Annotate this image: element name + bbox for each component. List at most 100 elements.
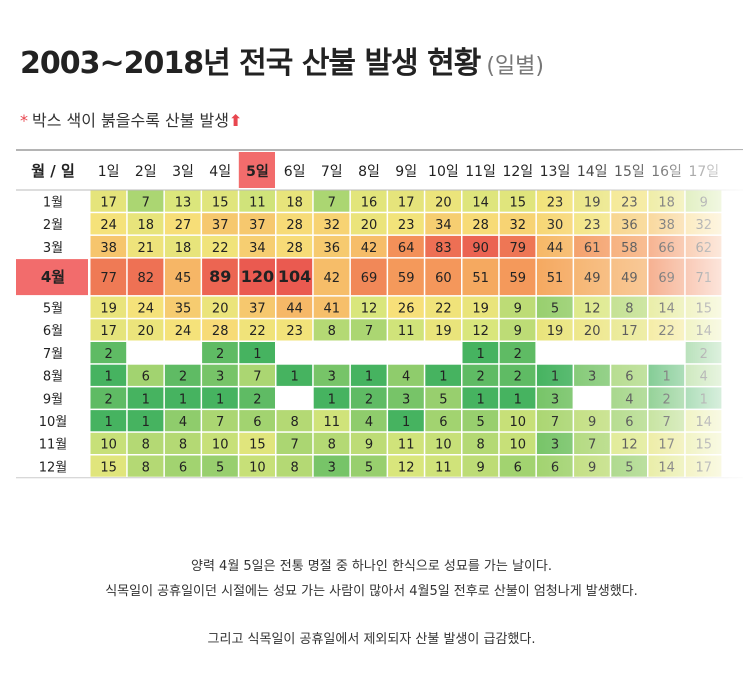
heat-cell bbox=[425, 235, 461, 258]
heat-cell bbox=[462, 258, 499, 296]
cell-value: 120 bbox=[241, 267, 274, 286]
heat-cell bbox=[462, 364, 499, 386]
cell-value: 2 bbox=[476, 370, 484, 385]
row-header-6: 6월 bbox=[43, 324, 63, 339]
cell-value: 22 bbox=[435, 301, 452, 316]
heat-cell bbox=[425, 342, 461, 364]
heat-cell bbox=[202, 190, 238, 212]
heat-cell bbox=[462, 235, 499, 258]
heat-cell bbox=[164, 455, 201, 477]
row-header-11: 11월 bbox=[39, 438, 68, 453]
cell-value: 12 bbox=[361, 301, 378, 316]
heat-cell bbox=[313, 364, 350, 386]
cell-value: 8 bbox=[476, 438, 484, 453]
column-header-9: 9일 bbox=[395, 164, 417, 180]
cell-value: 9 bbox=[365, 438, 373, 453]
cell-value: 41 bbox=[324, 301, 341, 316]
row-header-5: 5월 bbox=[43, 301, 63, 316]
heat-cell bbox=[239, 190, 275, 212]
cell-value: 1 bbox=[514, 392, 522, 407]
heat-cell bbox=[276, 296, 313, 318]
heat-cell bbox=[127, 432, 164, 454]
cell-value: 15 bbox=[249, 438, 266, 453]
heat-cell bbox=[388, 190, 424, 212]
cell-value: 8 bbox=[142, 460, 150, 475]
heat-cell bbox=[313, 235, 350, 258]
fade-overlay bbox=[536, 150, 743, 480]
heat-cell bbox=[350, 235, 387, 258]
heat-cell bbox=[239, 387, 275, 409]
heat-cell bbox=[202, 364, 238, 386]
row-header-9: 9월 bbox=[43, 392, 63, 407]
row-header-10: 10월 bbox=[39, 415, 68, 430]
cell-value: 27 bbox=[175, 218, 192, 233]
cell-value: 15 bbox=[100, 460, 117, 475]
cell-value: 24 bbox=[175, 324, 192, 339]
heat-cell bbox=[462, 455, 499, 477]
cell-value: 44 bbox=[286, 301, 303, 316]
heat-cell bbox=[388, 296, 424, 318]
cell-value: 59 bbox=[510, 271, 527, 286]
column-header-5: 5일 bbox=[246, 164, 269, 180]
cell-value: 20 bbox=[138, 324, 155, 339]
heat-cell bbox=[499, 455, 536, 477]
note-text: 박스 색이 붉을수록 산불 발생 bbox=[32, 111, 229, 130]
cell-value: 1 bbox=[253, 347, 261, 362]
title-subtitle: (일별) bbox=[486, 54, 544, 79]
heat-cell bbox=[202, 258, 238, 296]
cell-value: 20 bbox=[361, 218, 378, 233]
cell-value: 14 bbox=[472, 195, 489, 210]
cell-value: 28 bbox=[212, 324, 229, 339]
cell-value: 64 bbox=[398, 241, 415, 256]
heat-cell bbox=[90, 190, 127, 212]
cell-value: 9 bbox=[514, 324, 522, 339]
heat-cell bbox=[425, 213, 461, 235]
cell-value: 6 bbox=[142, 370, 150, 385]
cell-value: 1 bbox=[476, 392, 484, 407]
heat-cell bbox=[350, 296, 387, 318]
cell-value: 35 bbox=[175, 301, 192, 316]
heat-cell bbox=[276, 364, 313, 386]
highlight-column-header-bg bbox=[238, 152, 275, 188]
highlight-row-header-bg bbox=[16, 259, 88, 296]
heat-cell bbox=[164, 296, 201, 318]
heat-cell bbox=[276, 213, 313, 235]
cell-value: 38 bbox=[100, 241, 117, 256]
cell-value: 3 bbox=[328, 370, 336, 385]
heat-cell bbox=[202, 319, 238, 341]
cell-value: 51 bbox=[472, 271, 489, 286]
heat-cell bbox=[499, 387, 536, 409]
cell-value: 2 bbox=[104, 392, 112, 407]
heat-cell bbox=[350, 432, 387, 454]
cell-value: 1 bbox=[328, 392, 336, 407]
cell-value: 28 bbox=[286, 218, 303, 233]
cell-value: 37 bbox=[249, 218, 266, 233]
cell-value: 19 bbox=[435, 324, 452, 339]
row-header-12: 12월 bbox=[39, 460, 68, 475]
heat-cell bbox=[499, 342, 536, 364]
cell-value: 60 bbox=[435, 271, 452, 286]
cell-value: 12 bbox=[398, 460, 415, 475]
cell-value: 59 bbox=[398, 271, 415, 286]
cell-value: 11 bbox=[249, 195, 266, 210]
cell-value: 42 bbox=[324, 271, 341, 286]
heat-cell bbox=[127, 364, 164, 386]
cell-value: 69 bbox=[361, 271, 378, 286]
heat-cell bbox=[462, 410, 499, 432]
heat-cell bbox=[499, 364, 536, 386]
legend-note: * 박스 색이 붉을수록 산불 발생⬆ bbox=[20, 107, 242, 131]
column-header-2: 2일 bbox=[135, 164, 157, 180]
cell-value: 10 bbox=[435, 438, 452, 453]
heat-cell bbox=[239, 296, 275, 318]
cell-value: 15 bbox=[510, 195, 527, 210]
heat-cell bbox=[90, 319, 127, 341]
heat-cell bbox=[127, 258, 164, 296]
cell-value: 17 bbox=[100, 324, 117, 339]
cell-value: 24 bbox=[138, 301, 155, 316]
heat-cell bbox=[90, 235, 127, 258]
cell-value: 1 bbox=[476, 347, 484, 362]
heat-cell bbox=[127, 319, 164, 341]
heat-cell bbox=[350, 213, 387, 235]
caption-line-1: 양력 4월 5일은 전통 명절 중 하나인 한식으로 성묘를 가는 날이다. bbox=[191, 559, 552, 574]
cell-value: 8 bbox=[179, 438, 187, 453]
